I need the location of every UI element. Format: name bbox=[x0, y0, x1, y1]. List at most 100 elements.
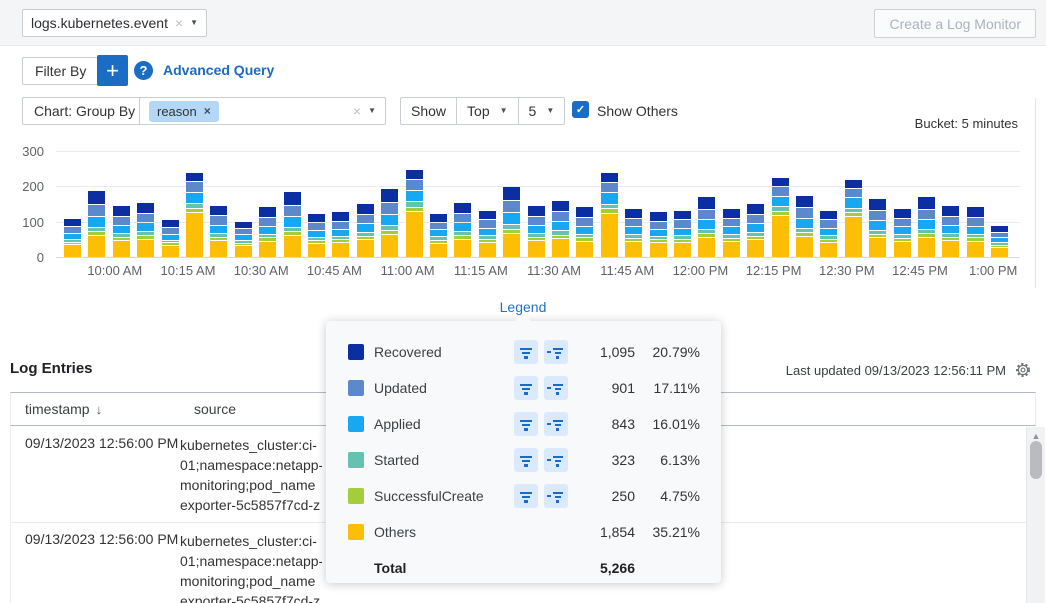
stacked-bar[interactable] bbox=[747, 204, 764, 257]
stacked-bar[interactable] bbox=[967, 207, 984, 257]
stacked-bar[interactable] bbox=[137, 203, 154, 257]
bar-segment-successfulcreate bbox=[576, 238, 593, 240]
stacked-bar[interactable] bbox=[869, 199, 886, 257]
show-top-select[interactable]: Top ▼ bbox=[457, 98, 519, 124]
bar-segment-started bbox=[845, 209, 862, 213]
bar-segment-updated bbox=[845, 189, 862, 198]
filter-exclude-icon[interactable] bbox=[544, 448, 568, 472]
stacked-bar[interactable] bbox=[454, 203, 471, 257]
add-filter-button[interactable]: + bbox=[97, 55, 128, 86]
stacked-bar[interactable] bbox=[503, 187, 520, 257]
bar-segment-successfulcreate bbox=[137, 236, 154, 239]
advanced-query-link[interactable]: Advanced Query bbox=[163, 62, 274, 78]
stacked-bar[interactable] bbox=[64, 219, 81, 257]
stacked-bar[interactable] bbox=[820, 211, 837, 257]
group-by-clear-icon[interactable]: × bbox=[353, 104, 361, 118]
stacked-bar[interactable] bbox=[894, 209, 911, 257]
scrollbar-thumb[interactable] bbox=[1030, 441, 1042, 479]
bar-segment-applied bbox=[625, 227, 642, 234]
stacked-bar[interactable] bbox=[650, 212, 667, 257]
show-others-checkbox[interactable]: ✓ bbox=[572, 101, 589, 118]
legend-swatch bbox=[348, 524, 364, 540]
column-header-timestamp[interactable]: timestamp ↓ bbox=[11, 401, 180, 417]
stacked-bar[interactable] bbox=[406, 170, 423, 257]
panel-divider bbox=[1035, 98, 1036, 288]
filter-include-icon[interactable] bbox=[514, 340, 538, 364]
stacked-bar[interactable] bbox=[88, 191, 105, 257]
bar-segment-recovered bbox=[918, 197, 935, 209]
bar-segment-successfulcreate bbox=[88, 232, 105, 235]
scroll-up-icon[interactable]: ▲ bbox=[1027, 431, 1045, 441]
stacked-bar[interactable] bbox=[942, 206, 959, 257]
group-by-select[interactable]: reason × × ▼ bbox=[139, 97, 386, 125]
bar-segment-recovered bbox=[210, 206, 227, 216]
bar-segment-applied bbox=[235, 235, 252, 240]
stacked-bar[interactable] bbox=[576, 207, 593, 257]
bar-segment-recovered bbox=[113, 206, 130, 216]
filter-include-icon[interactable] bbox=[514, 448, 538, 472]
stacked-bar[interactable] bbox=[845, 180, 862, 257]
bar-segment-started bbox=[942, 234, 959, 237]
bar-segment-others bbox=[528, 241, 545, 257]
bar-segment-successfulcreate bbox=[747, 237, 764, 239]
bar-segment-applied bbox=[845, 198, 862, 208]
bar-segment-others bbox=[772, 216, 789, 257]
stacked-bar[interactable] bbox=[625, 209, 642, 257]
stacked-bar[interactable] bbox=[113, 206, 130, 257]
stacked-bar[interactable] bbox=[357, 204, 374, 257]
bar-segment-successfulcreate bbox=[503, 230, 520, 233]
bar-segment-recovered bbox=[869, 199, 886, 210]
show-count-select[interactable]: 5 ▼ bbox=[519, 98, 565, 124]
stacked-bar[interactable] bbox=[186, 173, 203, 257]
stacked-bar[interactable] bbox=[601, 173, 618, 257]
stacked-bar[interactable] bbox=[918, 197, 935, 257]
scope-clear-icon[interactable]: × bbox=[175, 16, 183, 30]
legend-count: 250 bbox=[580, 488, 635, 504]
filter-include-icon[interactable] bbox=[514, 484, 538, 508]
stacked-bar[interactable] bbox=[674, 211, 691, 257]
bar-segment-applied bbox=[357, 224, 374, 232]
table-scrollbar[interactable]: ▲ bbox=[1026, 427, 1045, 603]
chevron-down-icon[interactable]: ▼ bbox=[368, 107, 376, 115]
stacked-bar[interactable] bbox=[991, 226, 1008, 257]
stacked-bar[interactable] bbox=[259, 207, 276, 257]
stacked-bar[interactable] bbox=[235, 222, 252, 257]
create-log-monitor-button[interactable]: Create a Log Monitor bbox=[874, 9, 1036, 38]
filter-include-icon[interactable] bbox=[514, 412, 538, 436]
stacked-bar[interactable] bbox=[723, 209, 740, 257]
stacked-bar[interactable] bbox=[796, 196, 813, 257]
bar-segment-successfulcreate bbox=[674, 240, 691, 242]
help-icon[interactable]: ? bbox=[134, 61, 153, 80]
stacked-bar[interactable] bbox=[528, 206, 545, 257]
stacked-bar[interactable] bbox=[308, 214, 325, 257]
stacked-bar[interactable] bbox=[381, 189, 398, 257]
bar-segment-started bbox=[332, 237, 349, 240]
stacked-bar[interactable] bbox=[698, 197, 715, 257]
x-tick-label: 11:30 AM bbox=[527, 263, 581, 278]
filter-exclude-icon[interactable] bbox=[544, 340, 568, 364]
legend-swatch bbox=[348, 380, 364, 396]
bar-segment-started bbox=[723, 235, 740, 238]
chevron-down-icon[interactable]: ▼ bbox=[190, 19, 198, 27]
filter-exclude-icon[interactable] bbox=[544, 376, 568, 400]
stacked-bar[interactable] bbox=[332, 212, 349, 257]
bar-segment-updated bbox=[454, 214, 471, 223]
bar-segment-updated bbox=[284, 206, 301, 216]
filter-include-icon[interactable] bbox=[514, 376, 538, 400]
filter-exclude-icon[interactable] bbox=[544, 412, 568, 436]
stacked-bar[interactable] bbox=[284, 192, 301, 257]
stacked-bar[interactable] bbox=[772, 178, 789, 257]
stacked-bar[interactable] bbox=[210, 206, 227, 257]
tag-remove-icon[interactable]: × bbox=[204, 104, 211, 118]
stacked-bar[interactable] bbox=[162, 220, 179, 257]
gear-icon[interactable] bbox=[1014, 361, 1032, 379]
filter-exclude-icon[interactable] bbox=[544, 484, 568, 508]
sort-desc-icon: ↓ bbox=[96, 402, 103, 417]
bar-segment-started bbox=[796, 229, 813, 233]
bar-segment-recovered bbox=[259, 207, 276, 217]
stacked-bar[interactable] bbox=[430, 214, 447, 257]
stacked-bar[interactable] bbox=[479, 211, 496, 257]
legend-filter-buttons bbox=[514, 484, 570, 508]
scope-select[interactable]: logs.kubernetes.event × ▼ bbox=[22, 9, 207, 37]
stacked-bar[interactable] bbox=[552, 201, 569, 257]
